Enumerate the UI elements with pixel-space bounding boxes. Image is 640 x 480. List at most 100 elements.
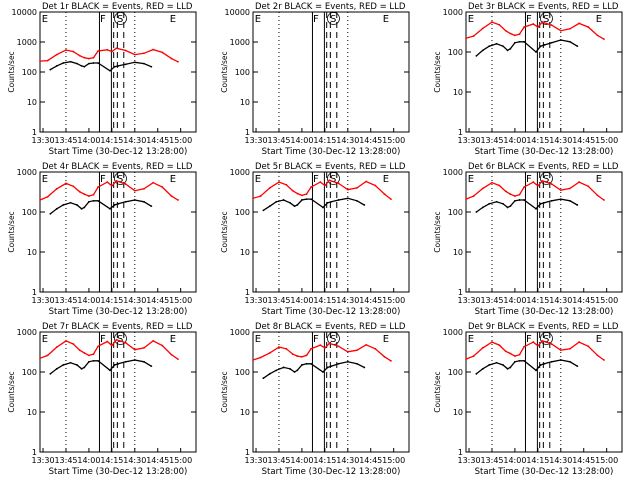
data-point	[262, 377, 265, 380]
data-point	[110, 184, 113, 187]
plot-title: Det 5r BLACK = Events, RED = LLD	[255, 162, 406, 172]
y-axis-label: Counts/sec	[7, 211, 16, 252]
data-point	[143, 200, 145, 203]
data-point	[603, 38, 605, 41]
data-point	[305, 362, 308, 365]
flag-marker-E: E	[383, 334, 389, 345]
data-point	[268, 205, 271, 208]
flag-marker-circle	[540, 12, 553, 25]
data-point	[49, 212, 52, 215]
flag-marker-E: E	[42, 14, 48, 25]
data-point	[559, 359, 562, 361]
y-tick-label: 1	[458, 128, 463, 137]
data-point	[472, 35, 475, 37]
data-point	[326, 366, 329, 369]
data-point	[296, 204, 299, 206]
data-point	[115, 179, 118, 182]
data-point	[150, 205, 153, 208]
data-point	[289, 367, 291, 370]
data-point	[170, 57, 173, 60]
data-point	[92, 193, 95, 196]
data-point	[587, 26, 590, 28]
data-point	[124, 341, 127, 344]
data-point	[532, 181, 535, 183]
data-point	[481, 347, 484, 349]
x-tick-label: 14:00	[290, 296, 313, 305]
data-point	[55, 187, 58, 190]
data-point	[587, 185, 590, 188]
data-point	[76, 204, 78, 206]
data-point	[301, 199, 303, 201]
series-line-events	[49, 359, 152, 375]
flag-marker-S: S	[330, 174, 336, 185]
data-point	[346, 350, 349, 353]
data-point	[356, 187, 358, 189]
data-point	[133, 359, 136, 361]
data-point	[293, 205, 296, 208]
data-point	[109, 69, 111, 72]
data-point	[337, 362, 340, 365]
x-axis-label: Start Time (30-Dec-12 13:28:00)	[475, 307, 614, 317]
x-tick-label: 13:45	[267, 456, 290, 465]
data-point	[278, 181, 280, 183]
y-tick-label: 1	[245, 448, 250, 457]
data-point	[504, 190, 507, 193]
data-point	[518, 353, 521, 356]
flag-marker-S: S	[117, 14, 123, 25]
data-point	[495, 361, 498, 364]
data-point	[97, 50, 99, 52]
data-point	[170, 353, 173, 356]
data-point	[113, 65, 116, 68]
data-point	[319, 181, 322, 183]
data-point	[323, 347, 326, 349]
data-point	[356, 362, 358, 365]
data-point	[97, 199, 99, 202]
x-tick-label: 14:15	[313, 136, 336, 145]
data-point	[603, 359, 605, 361]
data-point	[106, 181, 109, 183]
x-tick-label: 13:45	[267, 296, 290, 305]
flag-marker-F: F	[526, 334, 532, 345]
data-point	[498, 344, 501, 347]
x-tick-label: 15:00	[382, 296, 405, 305]
data-point	[506, 49, 509, 52]
data-point	[117, 64, 120, 67]
flag-marker-E: E	[383, 174, 389, 185]
data-point	[109, 369, 111, 372]
data-point	[481, 49, 484, 52]
x-tick-label: 14:00	[503, 136, 526, 145]
data-point	[383, 355, 386, 358]
y-axis-label: Counts/sec	[433, 51, 442, 92]
x-tick-label: 13:30	[31, 296, 54, 305]
x-tick-label: 14:00	[290, 456, 313, 465]
data-point	[80, 64, 83, 67]
flag-marker-F: F	[100, 334, 106, 345]
data-point	[465, 198, 467, 201]
data-point	[88, 200, 90, 203]
x-tick-label: 14:45	[572, 136, 595, 145]
y-tick-label: 1000	[443, 328, 463, 337]
data-point	[374, 184, 377, 187]
data-point	[319, 344, 322, 347]
data-point	[161, 344, 164, 347]
x-tick-label: 13:30	[31, 456, 54, 465]
flag-marker-S: S	[543, 14, 549, 25]
data-point	[514, 199, 516, 202]
data-point	[356, 349, 358, 352]
y-tick-label: 100	[448, 48, 463, 57]
plot-title: Det 7r BLACK = Events, RED = LLD	[42, 322, 193, 332]
data-point	[49, 68, 52, 71]
y-tick-label: 10	[453, 248, 463, 257]
series-line-events	[475, 359, 578, 375]
y-axis-label: Counts/sec	[220, 51, 229, 92]
data-point	[481, 206, 484, 209]
y-tick-label: 10	[240, 408, 250, 417]
data-point	[541, 179, 544, 182]
y-tick-label: 1000	[17, 38, 37, 47]
data-point	[543, 201, 546, 204]
data-point	[488, 45, 491, 48]
detector-plot: Det 9r BLACK = Events, RED = LLD E F S E 1 10 1…	[433, 322, 623, 477]
flag-marker-circle	[327, 12, 340, 25]
x-tick-label: 13:45	[267, 136, 290, 145]
data-point	[39, 199, 41, 201]
